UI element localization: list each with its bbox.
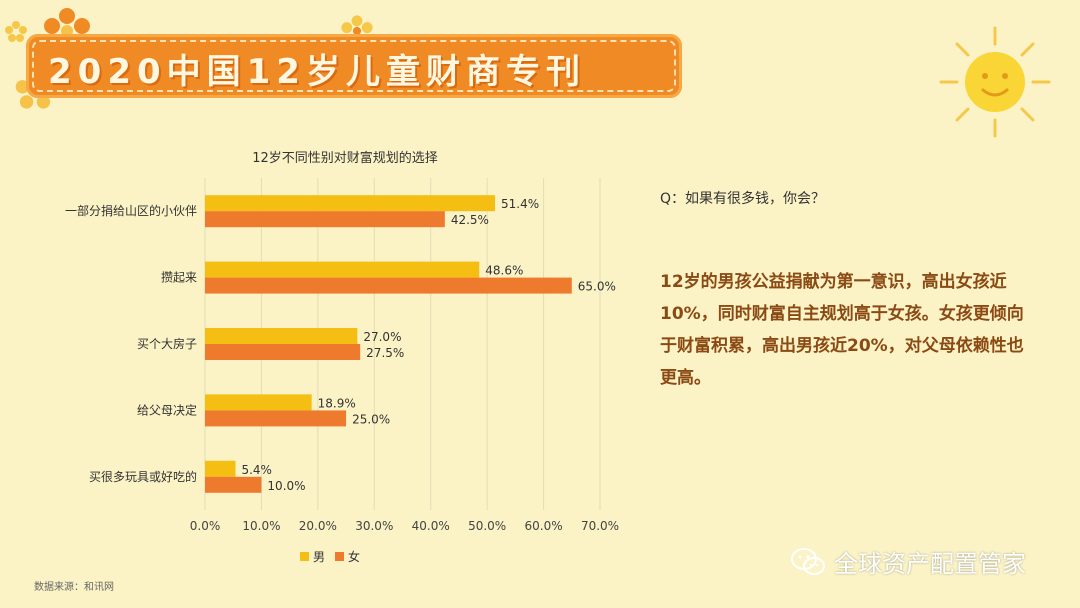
bar-female xyxy=(205,410,347,427)
legend-item-female: 女 xyxy=(335,548,360,565)
data-label: 27.0% xyxy=(363,330,401,344)
bar-male xyxy=(205,195,496,212)
bar-male xyxy=(205,328,358,344)
category-label: 给父母决定 xyxy=(137,402,197,417)
x-tick-label: 70.0% xyxy=(581,519,619,533)
legend-swatch-male xyxy=(300,552,309,561)
bar-male xyxy=(205,261,480,278)
data-label: 65.0% xyxy=(578,280,616,294)
data-source: 数据来源：和讯网 xyxy=(34,582,114,593)
bar-female xyxy=(205,277,572,294)
answer-text: 12岁的男孩公益捐献为第一意识，高出女孩近10%，同时财富自主规划高于女孩。女孩… xyxy=(660,272,1024,388)
x-tick-label: 30.0% xyxy=(355,519,393,533)
watermark-text: 全球资产配置管家 xyxy=(834,550,1026,578)
legend-label-female: 女 xyxy=(348,550,361,564)
data-label: 27.5% xyxy=(366,346,404,360)
x-tick-label: 20.0% xyxy=(299,519,337,533)
header-banner xyxy=(26,34,682,98)
x-tick-label: 50.0% xyxy=(468,519,506,533)
chart-legend: 男 女 xyxy=(300,548,360,565)
category-label: 攒起来 xyxy=(161,271,197,285)
data-label: 10.0% xyxy=(267,479,305,493)
x-tick-label: 60.0% xyxy=(525,519,563,533)
data-label: 5.4% xyxy=(241,463,272,477)
legend-item-male: 男 xyxy=(300,548,325,565)
page-title: 2020中国12岁儿童财商专刊 xyxy=(48,52,586,92)
x-tick-label: 40.0% xyxy=(412,519,450,533)
bar-male xyxy=(205,394,312,411)
sun-icon xyxy=(939,26,1051,138)
bar-chart: 0.0% 10.0% 20.0% 30.0% 40.0% 50.0% 60.0% 70.0% 一… xyxy=(65,178,619,533)
data-label: 18.9% xyxy=(318,396,356,410)
data-label: 25.0% xyxy=(352,412,390,426)
legend-swatch-female xyxy=(335,552,345,561)
watermark: 全球资产配置管家 xyxy=(790,544,1026,579)
bar-female xyxy=(205,476,262,493)
chart-title: 12岁不同性别对财富规划的选择 xyxy=(252,151,438,166)
flower-icon xyxy=(5,21,27,42)
data-label: 42.5% xyxy=(451,213,489,227)
category-label: 买很多玩具或好吃的 xyxy=(89,469,197,484)
category-label: 买个大房子 xyxy=(137,336,197,351)
bar-female xyxy=(205,211,445,228)
question-text: Q：如果有很多钱，你会？ xyxy=(660,191,826,207)
wechat-icon xyxy=(791,547,825,575)
data-label: 48.6% xyxy=(485,264,523,278)
legend-label-male: 男 xyxy=(313,550,326,564)
bar-male xyxy=(205,460,236,477)
data-label: 51.4% xyxy=(501,197,539,211)
x-tick-label: 0.0% xyxy=(190,519,221,533)
x-tick-label: 10.0% xyxy=(242,519,280,533)
category-label: 一部分捐给山区的小伙伴 xyxy=(65,203,197,218)
bar-female xyxy=(205,344,361,360)
